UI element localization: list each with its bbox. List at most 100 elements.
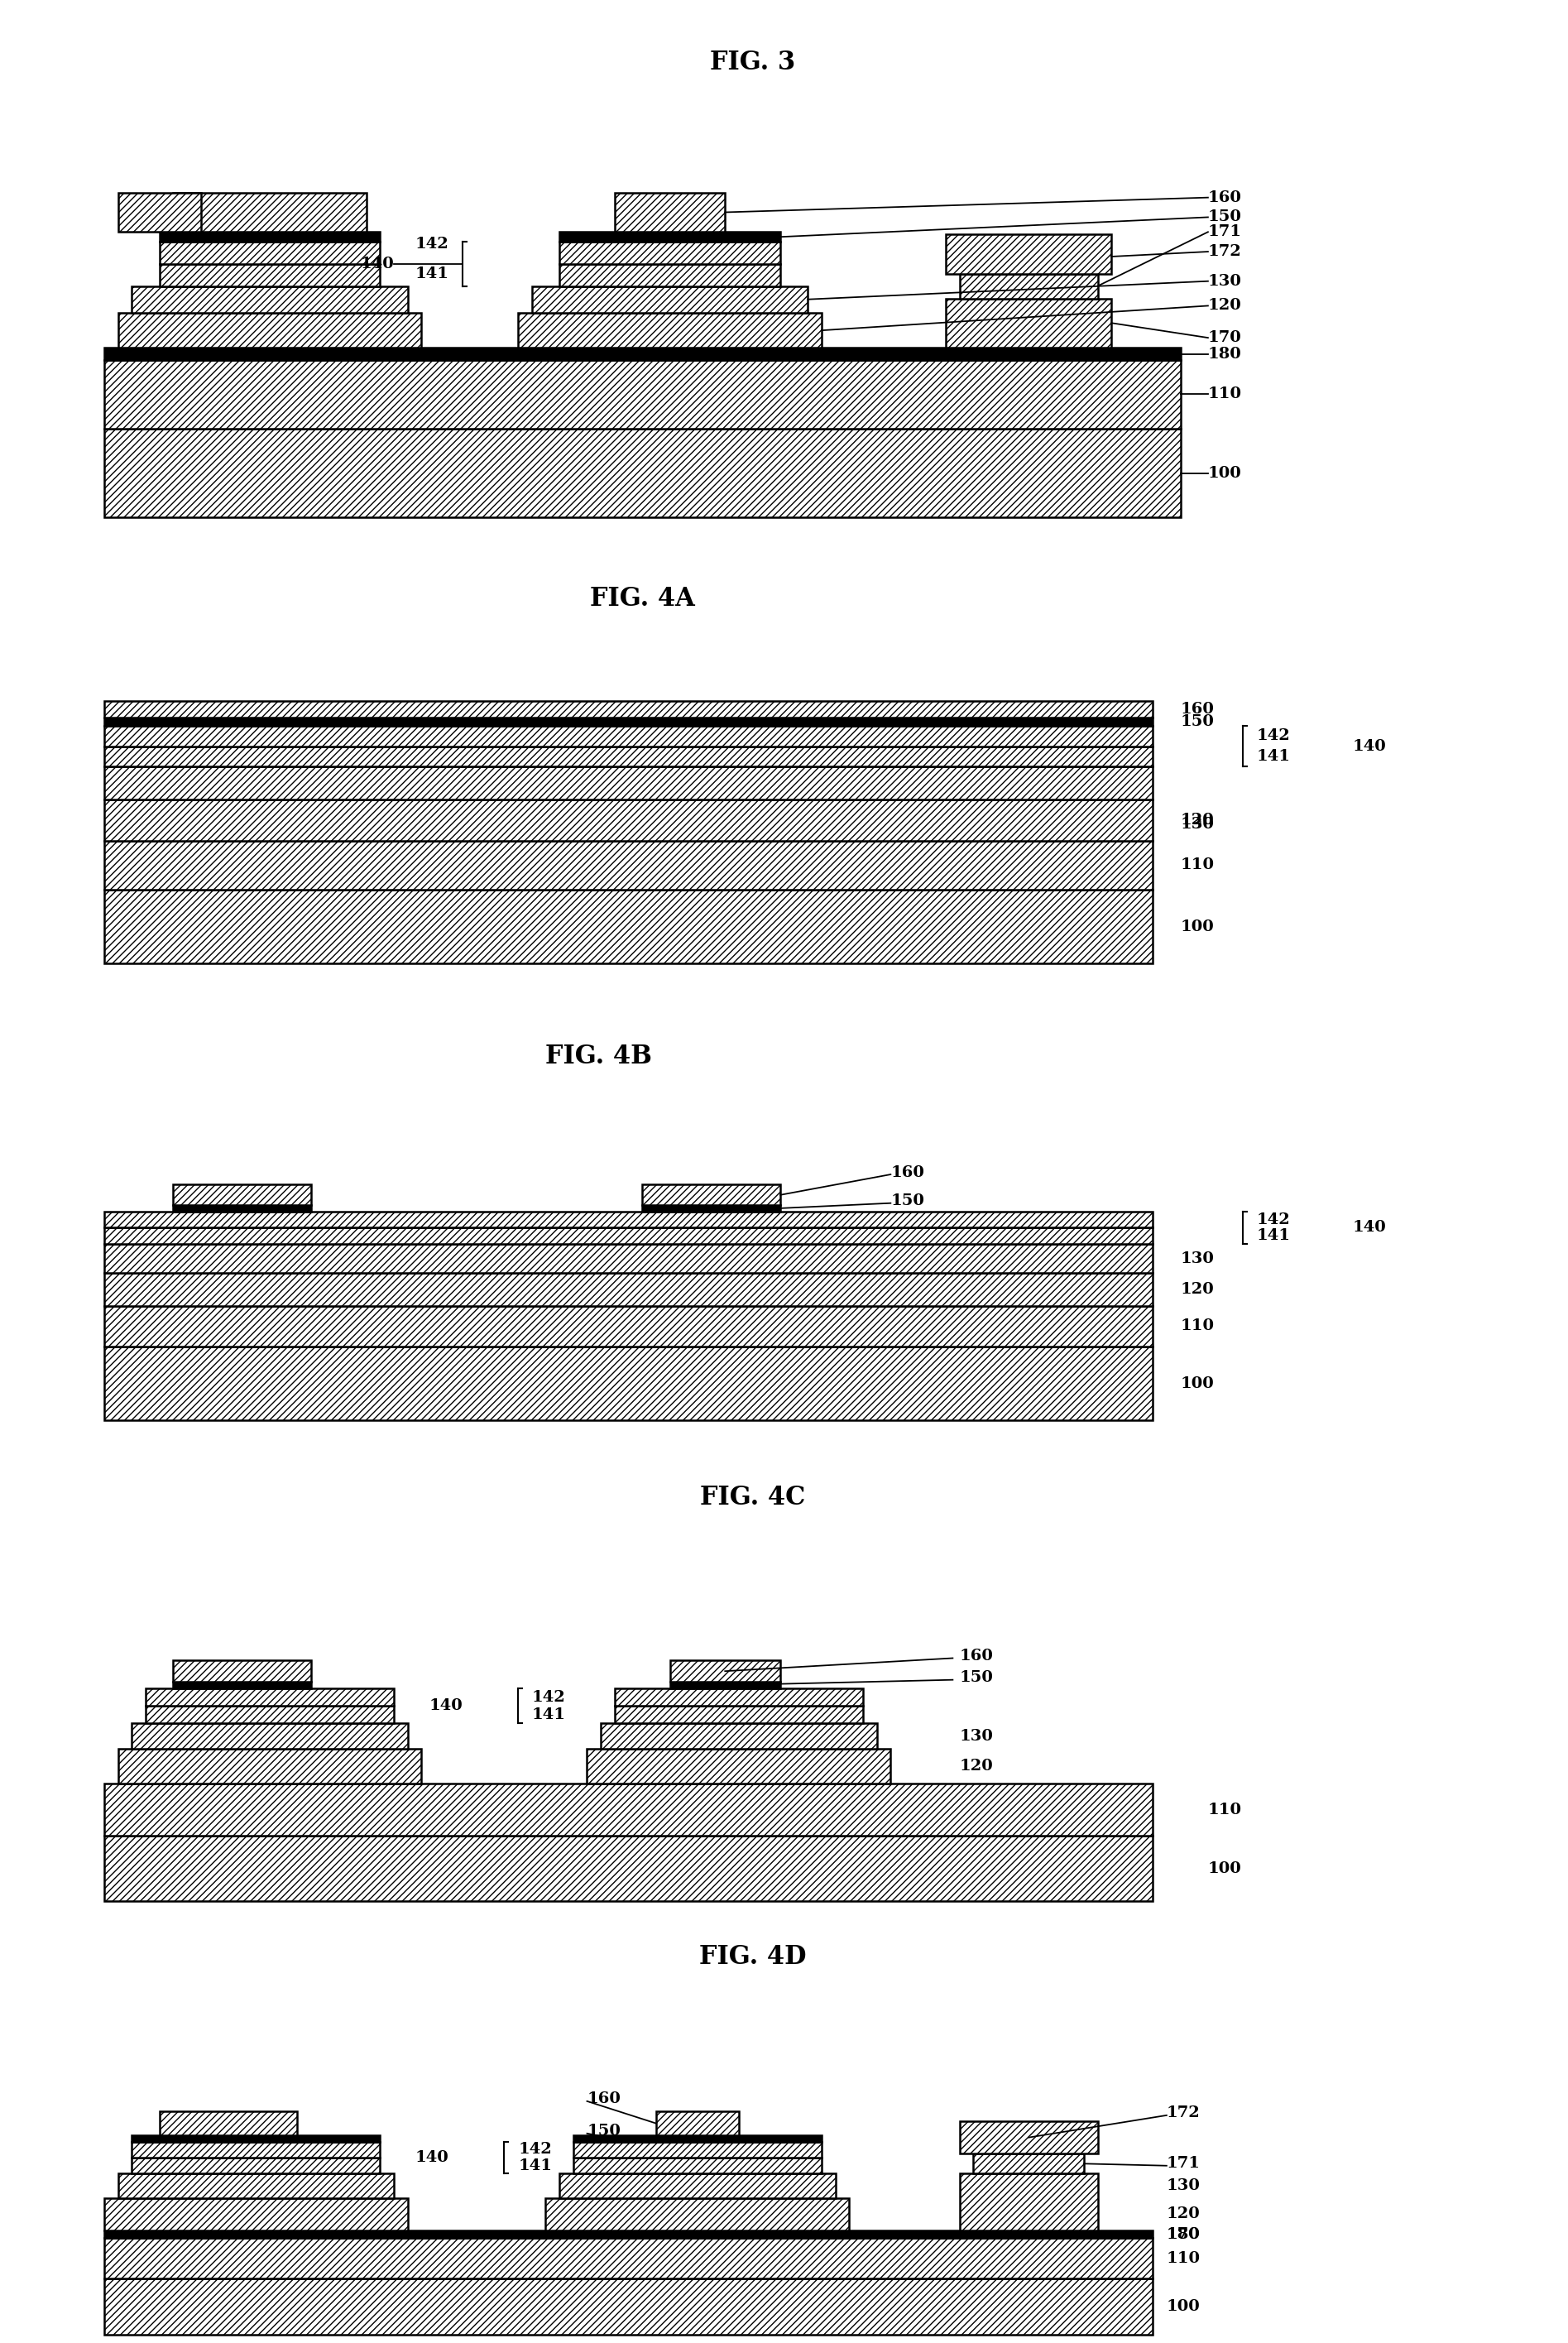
- Bar: [132, 2134, 379, 2142]
- Text: 130: 130: [1167, 2179, 1201, 2193]
- Text: 120: 120: [1207, 298, 1242, 314]
- Bar: [103, 1837, 1152, 1900]
- Text: 100: 100: [1207, 1860, 1242, 1877]
- Text: FIG. 4B: FIG. 4B: [546, 1043, 652, 1068]
- Bar: [574, 2142, 822, 2158]
- Text: FIG. 3: FIG. 3: [710, 49, 795, 75]
- Text: 120: 120: [960, 1760, 994, 1774]
- Bar: [146, 1689, 394, 1706]
- Text: 120: 120: [1181, 1282, 1214, 1296]
- Bar: [160, 265, 379, 286]
- Bar: [103, 1783, 1152, 1837]
- Bar: [574, 2158, 822, 2174]
- Bar: [103, 841, 1152, 890]
- Bar: [103, 726, 1152, 747]
- Bar: [560, 241, 781, 265]
- Text: 140: 140: [430, 1699, 463, 1713]
- Bar: [103, 766, 1152, 799]
- Text: 141: 141: [517, 2158, 552, 2172]
- Bar: [172, 1661, 310, 1682]
- Bar: [103, 361, 1181, 429]
- Text: 142: 142: [1256, 1211, 1290, 1228]
- Bar: [118, 314, 422, 347]
- Text: 100: 100: [1181, 1375, 1214, 1392]
- Text: FIG. 4A: FIG. 4A: [590, 586, 695, 612]
- Bar: [615, 1689, 862, 1706]
- Text: 170: 170: [1207, 330, 1242, 344]
- Bar: [132, 1722, 408, 1750]
- Bar: [946, 298, 1112, 347]
- Bar: [615, 1706, 862, 1722]
- Bar: [103, 1211, 1152, 1228]
- Bar: [532, 286, 808, 314]
- Bar: [172, 1204, 310, 1211]
- Bar: [960, 274, 1098, 298]
- Bar: [670, 1682, 781, 1689]
- Bar: [601, 1722, 877, 1750]
- Text: 141: 141: [1256, 750, 1290, 764]
- Text: 150: 150: [891, 1193, 925, 1209]
- Text: 130: 130: [1181, 818, 1214, 832]
- Text: 141: 141: [1256, 1228, 1290, 1244]
- Bar: [160, 232, 379, 241]
- Text: 171: 171: [1167, 2156, 1201, 2172]
- Bar: [132, 2142, 379, 2158]
- Text: 110: 110: [1181, 858, 1214, 872]
- Text: FIG. 4C: FIG. 4C: [699, 1485, 806, 1511]
- Text: 141: 141: [532, 1708, 566, 1722]
- Text: 142: 142: [517, 2142, 552, 2158]
- Bar: [146, 1706, 394, 1722]
- Bar: [103, 347, 1181, 361]
- Bar: [960, 2120, 1098, 2153]
- Text: 110: 110: [1207, 387, 1242, 401]
- Text: 130: 130: [1181, 1251, 1214, 1265]
- Bar: [103, 799, 1152, 841]
- Bar: [103, 1228, 1152, 1244]
- Text: 150: 150: [1181, 715, 1214, 729]
- Bar: [160, 2111, 298, 2134]
- Bar: [103, 2238, 1152, 2277]
- Bar: [974, 2153, 1083, 2174]
- Text: 160: 160: [960, 1649, 994, 1664]
- Bar: [546, 2198, 850, 2231]
- Text: 142: 142: [1256, 729, 1290, 743]
- Text: 100: 100: [1181, 918, 1214, 935]
- Bar: [103, 745, 1152, 766]
- Bar: [118, 2174, 394, 2198]
- Text: 120: 120: [1167, 2207, 1201, 2221]
- Text: 110: 110: [1167, 2252, 1201, 2266]
- Text: 110: 110: [1207, 1802, 1242, 1818]
- Bar: [172, 1186, 310, 1204]
- Text: 141: 141: [416, 267, 448, 281]
- Text: 140: 140: [1353, 738, 1386, 754]
- Text: 140: 140: [416, 2151, 448, 2165]
- Text: 180: 180: [1207, 347, 1242, 361]
- Bar: [103, 1305, 1152, 1347]
- Bar: [103, 2198, 408, 2231]
- Text: 160: 160: [891, 1164, 925, 1181]
- Text: 130: 130: [960, 1729, 994, 1743]
- Text: 160: 160: [1207, 190, 1242, 204]
- Bar: [615, 192, 724, 232]
- Bar: [103, 717, 1152, 726]
- Text: 142: 142: [416, 237, 448, 251]
- Bar: [946, 234, 1112, 274]
- Text: 171: 171: [1207, 225, 1242, 239]
- Text: 170: 170: [1167, 2226, 1201, 2242]
- Bar: [517, 314, 822, 347]
- Bar: [643, 1186, 781, 1204]
- Bar: [103, 1244, 1152, 1272]
- Text: 150: 150: [1207, 211, 1242, 225]
- Bar: [560, 2174, 836, 2198]
- Bar: [103, 890, 1152, 963]
- Bar: [103, 2277, 1152, 2336]
- Bar: [103, 1347, 1152, 1420]
- Text: 180: 180: [1167, 2226, 1201, 2242]
- Text: 160: 160: [586, 2092, 621, 2106]
- Text: 100: 100: [1167, 2298, 1201, 2315]
- Bar: [172, 1682, 310, 1689]
- Text: 172: 172: [1207, 244, 1242, 260]
- Bar: [560, 232, 781, 241]
- Bar: [960, 2174, 1098, 2231]
- Bar: [560, 265, 781, 286]
